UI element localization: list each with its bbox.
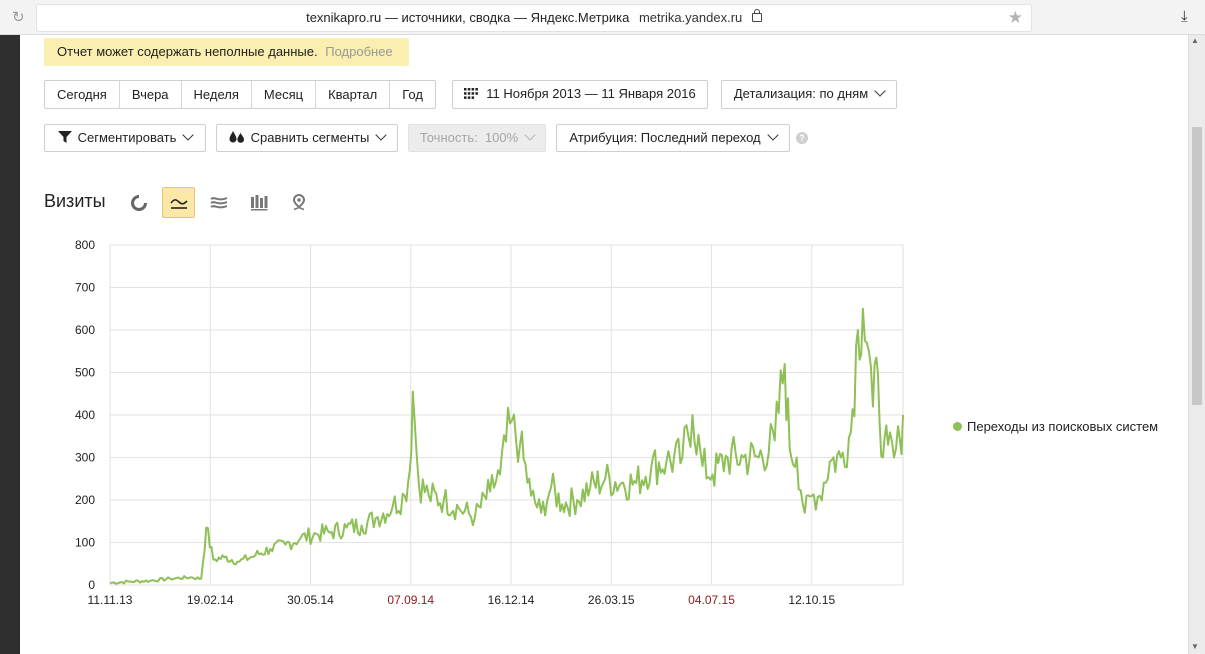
date-range-label: 11 Ноября 2013 — 11 Января 2016 bbox=[486, 86, 696, 101]
y-tick-label: 500 bbox=[75, 366, 95, 380]
period-selector: Сегодня Вчера Неделя Месяц Квартал Год bbox=[44, 80, 436, 109]
x-tick-label: 30.05.14 bbox=[287, 593, 334, 607]
pie-chart-toggle[interactable] bbox=[122, 187, 155, 218]
x-tick-label: 16.12.14 bbox=[488, 593, 535, 607]
pie-chart-icon bbox=[130, 194, 147, 211]
chevron-down-icon bbox=[524, 129, 536, 141]
y-tick-label: 100 bbox=[75, 536, 95, 550]
x-tick-label: 26.03.15 bbox=[588, 593, 635, 607]
notice-more-link[interactable]: Подробнее bbox=[325, 44, 393, 59]
x-tick-label: 11.11.13 bbox=[88, 593, 133, 607]
segment-button[interactable]: Сегментировать bbox=[44, 124, 206, 152]
area-chart-icon bbox=[209, 196, 227, 208]
x-tick-label: 07.09.14 bbox=[387, 593, 434, 607]
scroll-down-arrow-icon[interactable]: ▼ bbox=[1191, 642, 1199, 651]
map-toggle[interactable] bbox=[282, 187, 315, 218]
download-icon[interactable]: ⤓ bbox=[1181, 8, 1188, 25]
y-tick-label: 200 bbox=[75, 493, 95, 507]
y-tick-label: 600 bbox=[75, 323, 95, 337]
detail-dropdown[interactable]: Детализация: по дням bbox=[721, 80, 897, 109]
tab-title: texnikapro.ru — источники, сводка — Янде… bbox=[306, 10, 630, 25]
compare-label: Сравнить сегменты bbox=[250, 130, 370, 145]
attribution-label: Атрибуция: Последний переход bbox=[569, 130, 761, 145]
help-icon[interactable]: ? bbox=[796, 132, 808, 144]
chart-title: Визиты bbox=[44, 191, 106, 211]
y-tick-label: 800 bbox=[75, 238, 95, 252]
x-axis-ticks: 11.11.13 19.02.14 30.05.14 07.09.14 16.12.14… bbox=[88, 593, 836, 607]
drops-icon bbox=[229, 131, 244, 143]
y-tick-label: 300 bbox=[75, 451, 95, 465]
host-label: metrika.yandex.ru bbox=[638, 10, 743, 25]
x-tick-label: 12.10.15 bbox=[788, 593, 835, 607]
line-chart-toggle[interactable] bbox=[162, 187, 195, 218]
scrollbar-thumb[interactable] bbox=[1192, 127, 1202, 405]
period-yesterday-button[interactable]: Вчера bbox=[120, 81, 182, 108]
incomplete-data-notice: Отчет может содержать неполные данные. П… bbox=[44, 38, 409, 66]
line-chart-icon bbox=[169, 198, 188, 209]
chevron-down-icon bbox=[375, 129, 387, 141]
area-chart-toggle[interactable] bbox=[202, 187, 235, 218]
scroll-up-arrow-icon[interactable]: ▲ bbox=[1191, 36, 1199, 45]
accuracy-dropdown: Точность: 100% bbox=[408, 124, 546, 152]
column-chart-icon bbox=[250, 194, 267, 210]
browser-toolbar: ↻ texnikapro.ru — источники, сводка — Ян… bbox=[0, 0, 1205, 35]
date-range-button[interactable]: 11 Ноября 2013 — 11 Января 2016 bbox=[452, 80, 708, 109]
map-pin-icon bbox=[292, 194, 305, 211]
period-quarter-button[interactable]: Квартал bbox=[316, 81, 391, 108]
x-tick-label: 04.07.15 bbox=[688, 593, 735, 607]
y-tick-label: 700 bbox=[75, 281, 95, 295]
calendar-icon bbox=[464, 88, 479, 99]
period-week-button[interactable]: Неделя bbox=[182, 81, 252, 108]
compare-segments-button[interactable]: Сравнить сегменты bbox=[216, 124, 398, 152]
y-axis-ticks: 0 100 200 300 400 500 600 700 800 bbox=[75, 238, 95, 592]
address-bar[interactable]: texnikapro.ru — источники, сводка — Янде… bbox=[36, 4, 1032, 32]
y-tick-label: 0 bbox=[88, 578, 95, 592]
filter-icon bbox=[57, 131, 72, 143]
chart-legend[interactable]: Переходы из поисковых систем bbox=[953, 419, 1158, 434]
period-year-button[interactable]: Год bbox=[402, 87, 423, 102]
lock-icon bbox=[751, 9, 762, 22]
series-line-search bbox=[109, 307, 904, 585]
attribution-dropdown[interactable]: Атрибуция: Последний переход bbox=[556, 124, 790, 152]
chart-grid bbox=[109, 244, 904, 586]
page-title: texnikapro.ru — источники, сводка — Янде… bbox=[37, 9, 1031, 25]
chevron-down-icon bbox=[874, 85, 886, 97]
segment-label: Сегментировать bbox=[77, 130, 177, 145]
accuracy-label: Точность: 100% bbox=[419, 130, 519, 145]
notice-text: Отчет может содержать неполные данные. bbox=[57, 44, 318, 59]
reload-icon[interactable]: ↻ bbox=[12, 9, 25, 26]
column-chart-toggle[interactable] bbox=[242, 187, 275, 218]
legend-label: Переходы из поисковых систем bbox=[967, 419, 1159, 434]
left-panel bbox=[0, 35, 20, 654]
bookmark-star-icon[interactable]: ★ bbox=[1007, 8, 1023, 27]
detail-label: Детализация: по дням bbox=[733, 86, 869, 101]
chevron-down-icon bbox=[182, 129, 195, 141]
y-tick-label: 400 bbox=[75, 408, 95, 422]
chevron-down-icon bbox=[766, 129, 779, 141]
period-month-button[interactable]: Месяц bbox=[252, 81, 317, 108]
legend-dot bbox=[953, 422, 962, 431]
visits-line-chart: 0 100 200 300 400 500 600 700 800 11.11.13 19.02.… bbox=[75, 238, 904, 607]
period-today-button[interactable]: Сегодня bbox=[45, 81, 120, 108]
x-tick-label: 19.02.14 bbox=[187, 593, 234, 607]
